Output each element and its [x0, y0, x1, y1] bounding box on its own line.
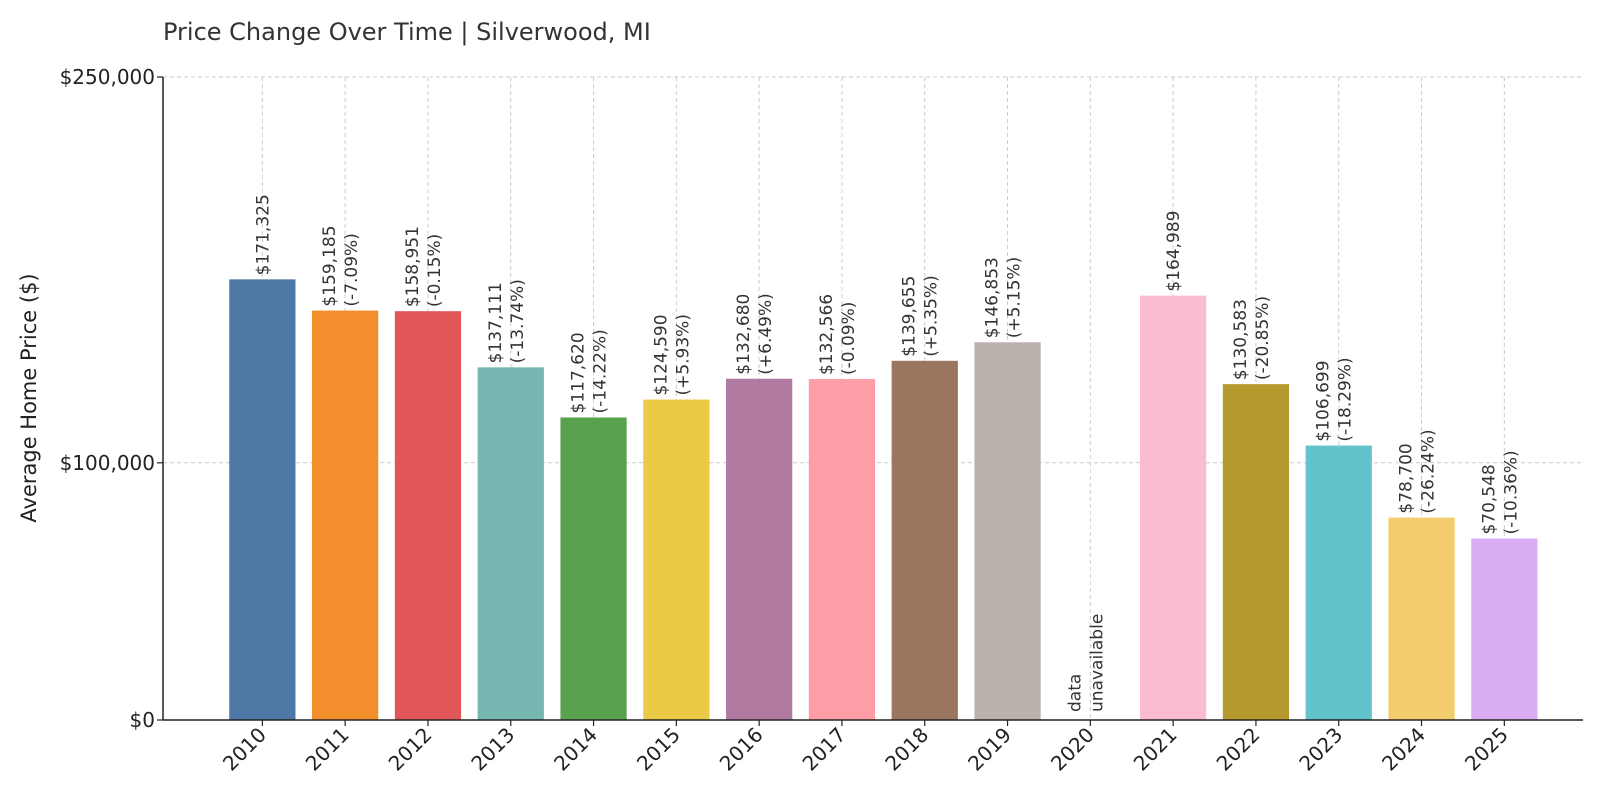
- bar: [394, 311, 462, 720]
- bar-change-label: (-14.22%): [591, 329, 611, 413]
- x-tick-label: 2020: [1046, 723, 1099, 776]
- x-tick-label: 2025: [1460, 723, 1513, 776]
- bar-value-label: $146,853: [983, 257, 1003, 338]
- y-tick-label: $100,000: [60, 451, 155, 475]
- bar: [1140, 295, 1207, 720]
- bar: [1222, 384, 1290, 720]
- bar-value-label: $130,583: [1231, 299, 1251, 380]
- bar-change-label: (-0.09%): [839, 302, 859, 375]
- bar-change-label: (-26.24%): [1419, 429, 1439, 513]
- bar-change-label: (+5.35%): [922, 275, 942, 357]
- bar-change-label: (+5.15%): [1005, 257, 1025, 339]
- bar: [726, 378, 793, 720]
- bar-value-label: $117,620: [569, 332, 589, 413]
- bar-value-label: $70,548: [1479, 464, 1499, 534]
- x-tick-label: 2011: [301, 723, 354, 776]
- bar-change-label: (-7.09%): [342, 233, 362, 306]
- bar: [974, 342, 1041, 720]
- bar-value-label: $139,655: [900, 276, 920, 357]
- x-tick-label: 2023: [1294, 723, 1347, 776]
- bar-value-label: $124,590: [651, 314, 671, 395]
- x-tick-label: 2015: [632, 723, 685, 776]
- bars: [229, 279, 1538, 720]
- y-tick-label: $250,000: [60, 65, 155, 89]
- bar-change-label: (+6.49%): [756, 293, 776, 375]
- bar: [560, 417, 627, 720]
- bar-change-label: (+5.93%): [673, 314, 693, 396]
- bar: [1305, 445, 1372, 720]
- bar-change-label: (-18.29%): [1336, 357, 1356, 441]
- x-tick-label: 2019: [963, 723, 1016, 776]
- bar: [312, 310, 379, 720]
- bar-change-label: (-0.15%): [425, 234, 445, 307]
- x-tick-label: 2013: [466, 723, 519, 776]
- bar-change-label: (-10.36%): [1501, 450, 1521, 534]
- x-tick-label: 2021: [1129, 723, 1182, 776]
- bar-value-label: $132,680: [734, 294, 754, 375]
- x-tick-label: 2017: [798, 723, 851, 776]
- bar: [808, 379, 876, 720]
- y-axis-label: Average Home Price ($): [17, 273, 41, 522]
- x-tick-label: 2012: [384, 723, 437, 776]
- bar-value-label: $164,989: [1164, 211, 1184, 292]
- y-tick-label: $0: [130, 708, 155, 732]
- bar-value-label: $132,566: [817, 294, 837, 375]
- bar-change-label: (-13.74%): [508, 279, 528, 363]
- x-tick-label: 2014: [549, 723, 602, 776]
- x-tick-label: 2016: [715, 723, 768, 776]
- bar-value-label: $171,325: [253, 194, 273, 275]
- bar: [643, 399, 710, 720]
- missing-data-label: data: [1065, 674, 1085, 712]
- bar-value-label: $159,185: [320, 225, 340, 306]
- bar-value-label: $137,111: [486, 282, 506, 363]
- bar: [229, 279, 296, 720]
- missing-data-label: unavailable: [1087, 614, 1107, 712]
- bar: [477, 367, 544, 720]
- bar-labels: $171,325 $159,185 (-7.09%) $158,951 (-0.15%)…: [253, 194, 1521, 712]
- chart-title: Price Change Over Time | Silverwood, MI: [163, 18, 651, 46]
- bar: [1388, 517, 1455, 720]
- bar: [1471, 538, 1538, 720]
- x-tick-label: 2018: [880, 723, 933, 776]
- x-tick-label: 2024: [1377, 723, 1430, 776]
- bar-value-label: $106,699: [1314, 360, 1334, 441]
- bar: [891, 360, 958, 720]
- x-tick-label: 2022: [1212, 723, 1265, 776]
- bar-value-label: $78,700: [1397, 443, 1417, 513]
- bar-value-label: $158,951: [403, 226, 423, 307]
- bar-change-label: (-20.85%): [1253, 296, 1273, 380]
- x-tick-label: 2010: [218, 723, 271, 776]
